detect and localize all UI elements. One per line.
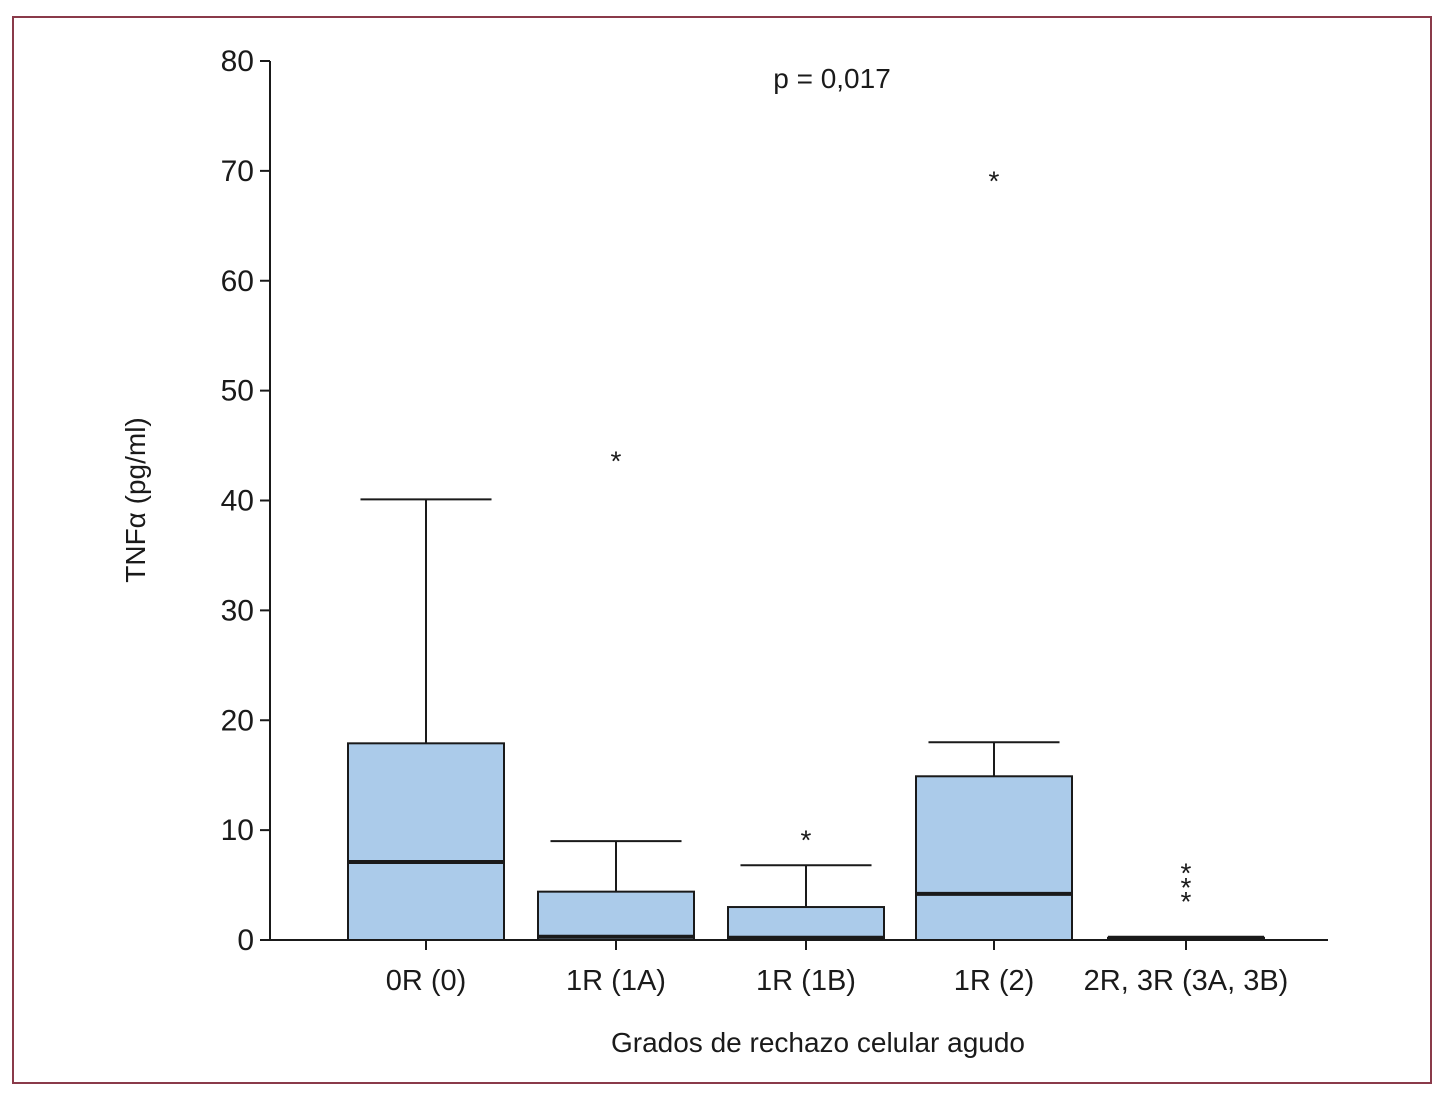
box-group: *: [915, 165, 1073, 941]
figure-frame: [12, 16, 1432, 1084]
y-tick-label: 30: [221, 594, 254, 627]
outlier-marker: *: [1181, 872, 1192, 903]
x-tick-label: 1R (2): [954, 965, 1035, 997]
y-tick-label: 80: [221, 45, 254, 78]
box-group: [347, 498, 505, 941]
y-tick-label: 20: [221, 704, 254, 737]
box-iqr: [347, 742, 505, 941]
outlier-marker: *: [801, 825, 812, 856]
x-tick-label: 0R (0): [386, 965, 467, 997]
outlier-marker: *: [1181, 886, 1192, 917]
y-tick-label: 40: [221, 485, 254, 518]
y-tick-label: 60: [221, 265, 254, 298]
y-tick-label: 70: [221, 155, 254, 188]
outlier-marker: *: [611, 446, 622, 477]
outlier-marker: *: [989, 165, 1000, 196]
x-tick-label: 2R, 3R (3A, 3B): [1084, 965, 1289, 997]
outlier-marker: *: [1181, 858, 1192, 889]
y-tick-label: 50: [221, 375, 254, 408]
p-value-annotation: p = 0,017: [773, 63, 891, 94]
y-axis-title: TNFα (pg/ml): [120, 417, 151, 583]
box-iqr: [915, 775, 1073, 941]
x-tick-label: 1R (1A): [566, 965, 666, 997]
box-group: *: [727, 825, 885, 941]
box-group: ***: [1107, 858, 1265, 941]
x-tick-label: 1R (1B): [756, 965, 856, 997]
box-group: *: [537, 446, 695, 942]
box-iqr: [727, 906, 885, 941]
y-tick-label: 10: [221, 814, 254, 847]
x-axis-title: Grados de rechazo celular agudo: [611, 1027, 1025, 1058]
y-tick-label: 0: [237, 924, 254, 957]
box-iqr: [537, 890, 695, 942]
